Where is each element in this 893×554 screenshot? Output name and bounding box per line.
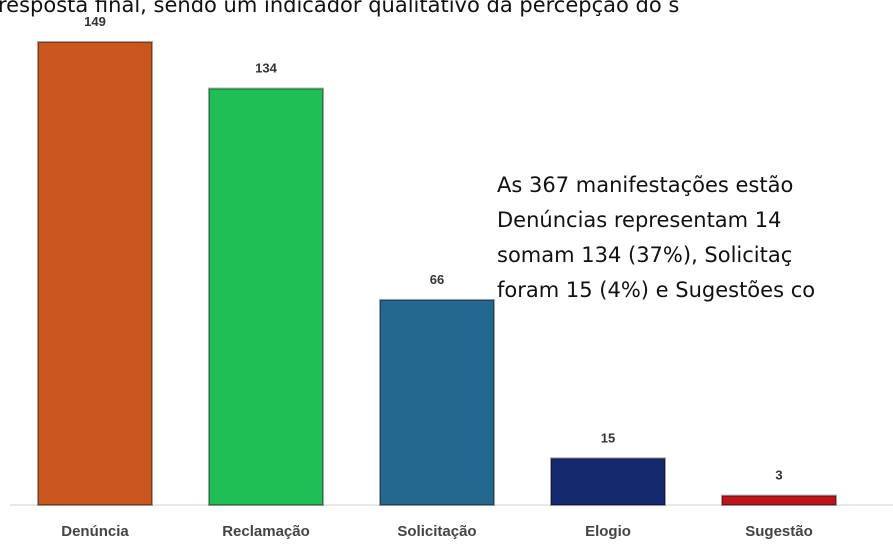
bar <box>208 87 324 506</box>
value-label: 134 <box>255 61 277 76</box>
bar <box>550 457 666 506</box>
x-tick-label: Sugestão <box>745 523 813 540</box>
x-tick-label: Denúncia <box>61 523 129 540</box>
paragraph-line: somam 134 (37%), Solicitaç <box>497 243 792 267</box>
x-tick-label: Elogio <box>585 523 631 540</box>
x-tick-label: Solicitação <box>397 523 476 540</box>
paragraph-line: foram 15 (4%) e Sugestões co <box>497 278 815 302</box>
value-label: 66 <box>430 272 444 287</box>
bar <box>37 41 153 506</box>
top-text-line: resposta final, sendo um indicador quali… <box>0 0 679 17</box>
paragraph-line: Denúncias representam 14 <box>497 208 782 232</box>
bar <box>379 298 495 506</box>
value-label: 149 <box>84 14 106 29</box>
value-label: 15 <box>601 430 615 445</box>
paragraph: As 367 manifestações estão Denúncias repr… <box>497 173 815 302</box>
paragraph-line: As 367 manifestações estão <box>497 173 793 197</box>
x-tick-label: Reclamação <box>222 523 310 540</box>
value-label: 3 <box>775 468 782 483</box>
bar <box>721 494 837 507</box>
